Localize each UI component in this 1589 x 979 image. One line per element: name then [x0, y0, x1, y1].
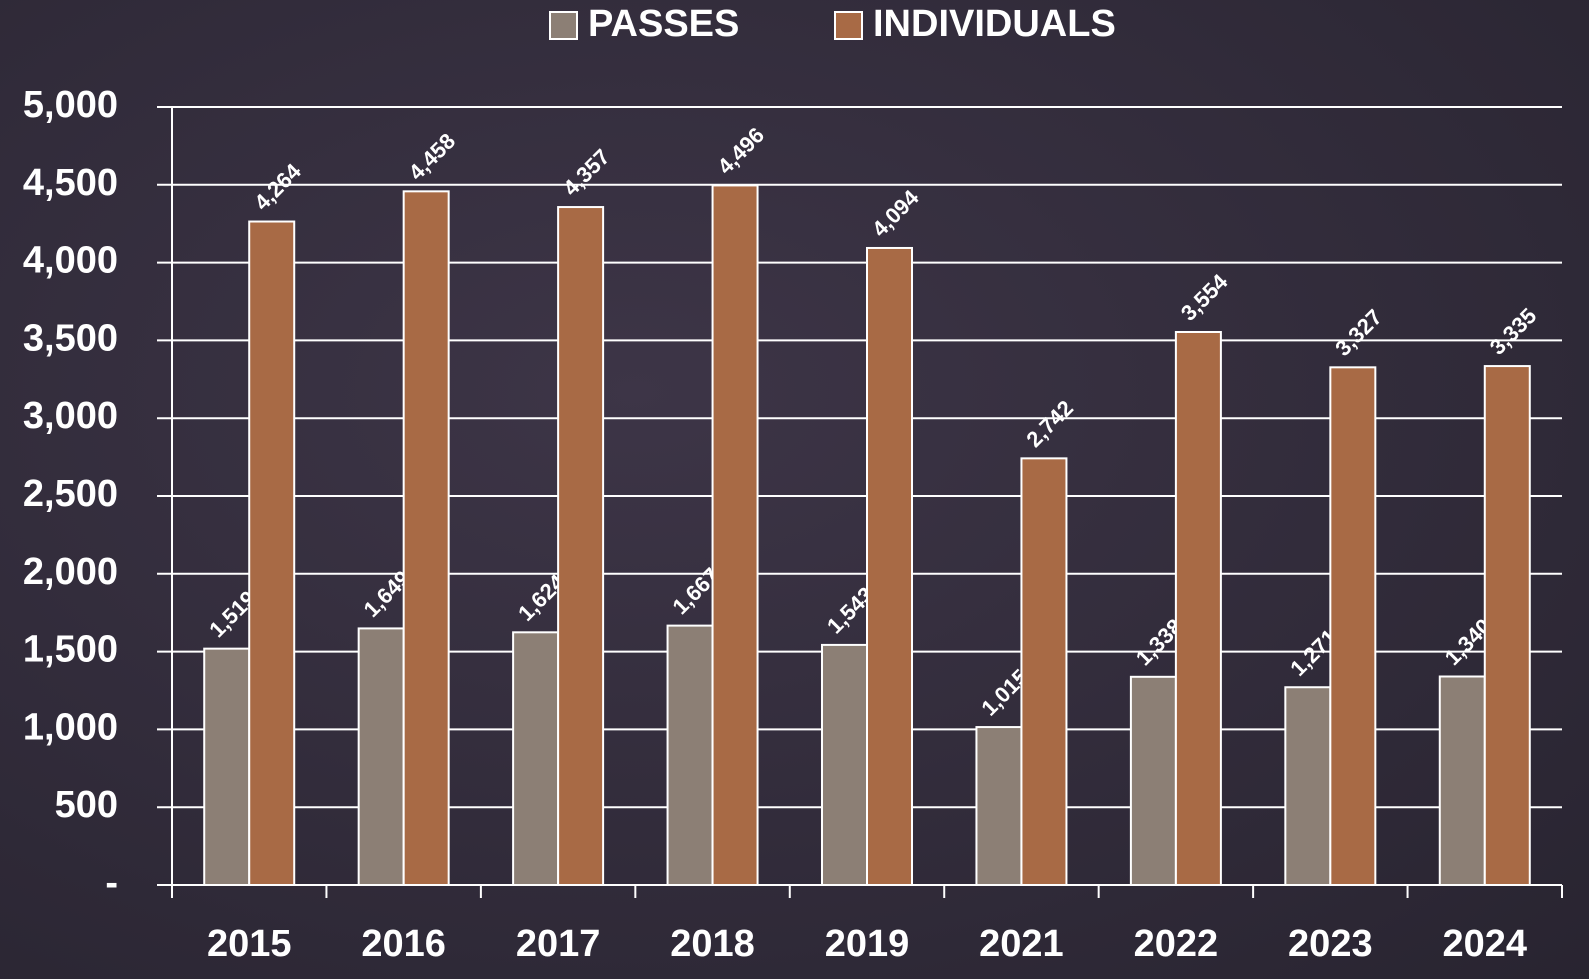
x-tick-label: 2024: [1443, 923, 1528, 965]
x-tick-label: 2016: [361, 923, 446, 965]
bar: [866, 246, 913, 887]
x-tick-label: 2023: [1288, 923, 1373, 965]
bar: [666, 624, 714, 886]
bar: [248, 220, 296, 886]
bar: [1174, 330, 1222, 886]
y-tick-label: 2,000: [23, 551, 118, 593]
bar: [1020, 457, 1068, 886]
bar: [1483, 365, 1531, 887]
bar: [1129, 675, 1177, 886]
bar: [402, 190, 450, 886]
bar: [711, 184, 759, 886]
y-tick-label: 2,500: [23, 473, 118, 515]
legend-swatch: [549, 11, 578, 40]
bar: [557, 206, 605, 887]
bar: [1284, 686, 1332, 887]
y-tick-label: -: [105, 862, 118, 904]
x-tick-label: 2017: [516, 923, 601, 965]
bar: [203, 647, 251, 887]
bar: [1329, 366, 1377, 886]
y-tick-label: 1,000: [23, 706, 118, 748]
x-tick-label: 2015: [207, 923, 292, 965]
x-tick-label: 2022: [1134, 923, 1219, 965]
legend-label: PASSES: [588, 3, 739, 45]
legend-label: INDIVIDUALS: [873, 3, 1116, 45]
bar: [975, 726, 1023, 886]
x-tick-label: 2018: [670, 923, 755, 965]
y-tick-label: 3,500: [23, 317, 118, 359]
bar: [821, 643, 868, 886]
bar: [1438, 675, 1486, 886]
y-tick-label: 4,000: [23, 240, 118, 282]
y-tick-label: 5,000: [23, 84, 118, 126]
y-tick-label: 3,000: [23, 395, 118, 437]
x-tick-label: 2021: [979, 923, 1064, 965]
legend-swatch: [834, 11, 863, 40]
y-tick-label: 500: [55, 784, 118, 826]
x-tick-label: 2019: [825, 923, 910, 965]
bar: [512, 631, 560, 886]
bar: [357, 627, 405, 886]
y-tick-label: 1,500: [23, 629, 118, 671]
y-tick-label: 4,500: [23, 162, 118, 204]
